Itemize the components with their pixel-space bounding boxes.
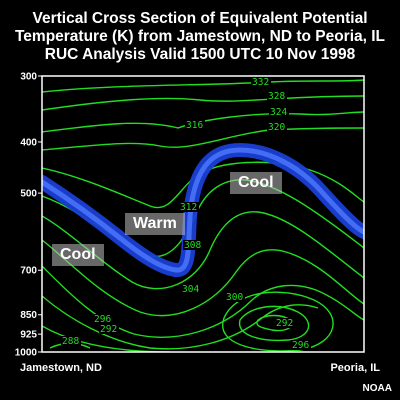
contour-label: 308 (184, 240, 201, 251)
contour-label-bg (179, 202, 199, 212)
contour-label-bg (291, 340, 311, 350)
contour-lines (42, 79, 364, 352)
contour-label-bg (225, 292, 245, 302)
credit-label: NOAA (362, 383, 392, 394)
contour-label-bg (93, 314, 113, 324)
contour-label: 300 (226, 292, 243, 303)
y-tick-label: 700 (20, 266, 37, 277)
contour-line (42, 111, 364, 133)
y-tick-label: 500 (20, 189, 37, 200)
contour-label: 296 (292, 340, 309, 351)
contour-label: 316 (186, 120, 203, 131)
contour-label-bg (269, 107, 289, 117)
contour-label-bg (185, 120, 205, 130)
contour-line (42, 295, 319, 350)
contour-label-bg (61, 336, 81, 346)
cool-region-label-right: Cool (230, 172, 282, 194)
chart-title: Vertical Cross Section of Equivalent Pot… (14, 10, 386, 63)
contour-label: 304 (182, 284, 199, 295)
contour-line (221, 291, 334, 352)
y-tick-label: 300 (20, 72, 37, 83)
contour-label: 320 (268, 122, 285, 133)
contour-line (42, 239, 364, 317)
y-tick-label: 850 (20, 310, 37, 321)
contour-line (42, 127, 364, 151)
plot-frame (41, 75, 365, 353)
contour-line (256, 314, 293, 332)
contour-label-bg (99, 324, 119, 334)
contour-label: 332 (252, 77, 269, 88)
contour-label: 288 (62, 336, 79, 347)
contour-line (42, 79, 364, 93)
warm-region-label: Warm (125, 213, 185, 235)
contour-label: 296 (94, 314, 111, 325)
contour-label-bg (183, 240, 203, 250)
contour-line (42, 95, 364, 111)
contour-label: 312 (180, 202, 197, 213)
x-label-right: Peoria, IL (330, 362, 380, 374)
x-label-left: Jamestown, ND (20, 362, 102, 374)
contour-label: 328 (268, 91, 285, 102)
contour-label-bg (251, 77, 271, 87)
y-tick-label: 925 (20, 330, 37, 341)
contour-label-bg (267, 91, 287, 101)
y-tick-label: 1000 (15, 348, 38, 359)
contour-label-bg (275, 318, 295, 328)
contour-label: 324 (270, 107, 287, 118)
y-tick-label: 400 (20, 137, 37, 148)
y-axis-ticks: 300 400 500 700 850 925 1000 (15, 72, 42, 359)
cool-region-label-left: Cool (52, 244, 104, 266)
contour-line (239, 305, 310, 342)
contour-label-bg (267, 122, 287, 132)
contour-label: 292 (100, 324, 117, 335)
contour-label: 292 (276, 318, 293, 329)
contour-label-bg (181, 284, 201, 294)
